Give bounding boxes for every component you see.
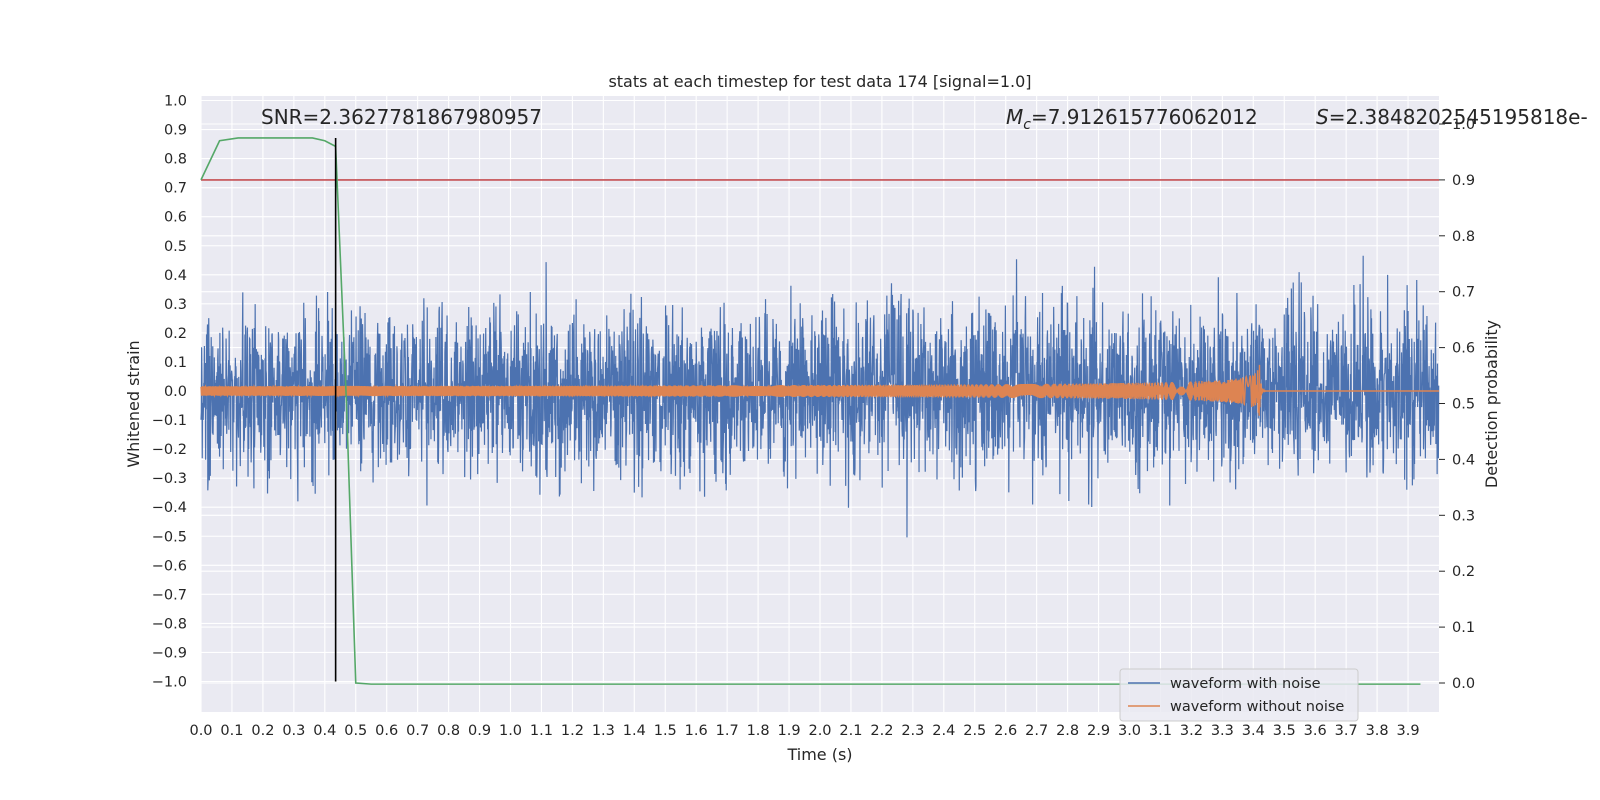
x-tick-label: 3.1	[1149, 723, 1172, 739]
x-tick-label: 3.4	[1242, 723, 1265, 739]
y-tick-label-left: 0.3	[164, 297, 187, 313]
y-tick-label-left: −0.8	[152, 616, 187, 632]
x-tick-label: 2.5	[963, 723, 986, 739]
x-tick-label: 3.3	[1211, 723, 1234, 739]
y-axis-label-right: Detection probability	[1482, 320, 1501, 488]
y-tick-label-left: 0.6	[164, 210, 187, 226]
y-tick-label-left: −0.3	[152, 471, 187, 487]
y-tick-label-right: 0.5	[1452, 397, 1475, 413]
y-tick-label-left: 0.7	[164, 181, 187, 197]
plot-area	[200, 137, 1440, 685]
x-tick-label: 1.0	[499, 723, 522, 739]
y-tick-label-right: 0.1	[1452, 620, 1475, 636]
spin-annotation: S=2.3848202545195818e-	[1316, 105, 1588, 129]
x-tick-label: 1.9	[778, 723, 801, 739]
y-tick-label-left: 0.1	[164, 355, 187, 371]
y-tick-label-right: 1.0	[1452, 117, 1475, 133]
y-tick-label-left: −0.1	[152, 413, 187, 429]
x-tick-label: 0.0	[189, 723, 212, 739]
left-y-axis: 1.0 0.9 0.8 0.7 0.6 0.5 0.4 0.3 0.2 0.1 0.0 −0.1 −0.…	[152, 94, 187, 691]
x-tick-label: 2.1	[839, 723, 862, 739]
y-tick-label-left: 0.5	[164, 239, 187, 255]
y-tick-label-left: −0.5	[152, 529, 187, 545]
x-tick-label: 0.2	[251, 723, 274, 739]
y-tick-label-right: 0.0	[1452, 676, 1475, 692]
x-tick-label: 1.7	[716, 723, 739, 739]
y-tick-label-right: 0.8	[1452, 229, 1475, 245]
y-tick-label-left: 0.0	[164, 384, 187, 400]
y-tick-label-right: 0.3	[1452, 508, 1475, 524]
x-tick-label: 0.4	[313, 723, 336, 739]
x-tick-label: 3.5	[1273, 723, 1296, 739]
x-tick-label: 2.2	[870, 723, 893, 739]
x-tick-label: 2.0	[808, 723, 831, 739]
x-tick-label: 3.6	[1304, 723, 1327, 739]
x-axis-label: Time (s)	[786, 745, 852, 764]
chart-title: stats at each timestep for test data 174…	[608, 72, 1031, 91]
y-tick-label-left: 1.0	[164, 94, 187, 110]
series-waveform-without-noise	[200, 364, 1439, 416]
y-tick-label-right: 0.7	[1452, 285, 1475, 301]
legend: waveform with noise waveform without noi…	[1119, 668, 1359, 722]
x-tick-label: 0.8	[437, 723, 460, 739]
x-tick-label: 0.9	[468, 723, 491, 739]
x-tick-label: 2.3	[901, 723, 924, 739]
y-tick-label-left: −1.0	[152, 675, 187, 691]
x-tick-label: 2.8	[1056, 723, 1079, 739]
y-axis-label-left: Whitened strain	[124, 340, 143, 467]
x-tick-label: 1.1	[530, 723, 553, 739]
legend-label-clean: waveform without noise	[1170, 699, 1344, 715]
y-tick-label-right: 0.9	[1452, 173, 1475, 189]
x-tick-label: 2.7	[1025, 723, 1048, 739]
x-tick-label: 1.4	[623, 723, 646, 739]
legend-label-noise: waveform with noise	[1170, 676, 1321, 692]
chirp-mass-annotation: Mc=7.912615776062012	[1006, 105, 1258, 133]
x-tick-label: 3.2	[1180, 723, 1203, 739]
y-tick-label-left: 0.9	[164, 123, 187, 139]
x-tick-label: 3.0	[1118, 723, 1141, 739]
y-tick-label-left: −0.2	[152, 442, 187, 458]
y-tick-label-left: −0.6	[152, 558, 187, 574]
x-tick-label: 3.7	[1335, 723, 1358, 739]
x-tick-label: 1.3	[592, 723, 615, 739]
x-tick-label: 1.6	[685, 723, 708, 739]
y-tick-label-left: −0.7	[152, 587, 187, 603]
x-tick-label: 0.3	[282, 723, 305, 739]
x-tick-label: 0.1	[220, 723, 243, 739]
y-tick-label-right: 0.6	[1452, 341, 1475, 357]
x-tick-label: 3.8	[1366, 723, 1389, 739]
x-tick-label: 2.9	[1087, 723, 1110, 739]
right-y-axis: 1.0 0.9 0.8 0.7 0.6 0.5 0.4 0.3 0.2 0.1 0.0	[1439, 117, 1475, 692]
y-tick-label-left: −0.9	[152, 645, 187, 661]
y-tick-label-right: 0.2	[1452, 564, 1475, 580]
legend-box	[1119, 668, 1359, 722]
x-tick-label: 1.2	[561, 723, 584, 739]
x-axis: 0.0 0.1 0.2 0.3 0.4 0.5 0.6 0.7 0.8 0.9 1.0 1.1 1.2 1…	[189, 723, 1419, 739]
y-tick-label-right: 0.4	[1452, 452, 1475, 468]
x-tick-label: 0.6	[375, 723, 398, 739]
x-tick-label: 3.9	[1397, 723, 1420, 739]
y-tick-label-left: 0.2	[164, 326, 187, 342]
x-tick-label: 1.5	[654, 723, 677, 739]
x-tick-label: 2.4	[932, 723, 955, 739]
y-tick-label-left: 0.4	[164, 268, 187, 284]
x-tick-label: 1.8	[747, 723, 770, 739]
y-tick-label-left: −0.4	[152, 500, 187, 516]
x-tick-label: 0.7	[406, 723, 429, 739]
snr-annotation: SNR=2.3627781867980957	[261, 105, 542, 129]
y-tick-label-left: 0.8	[164, 152, 187, 168]
x-tick-label: 0.5	[344, 723, 367, 739]
x-tick-label: 2.6	[994, 723, 1017, 739]
